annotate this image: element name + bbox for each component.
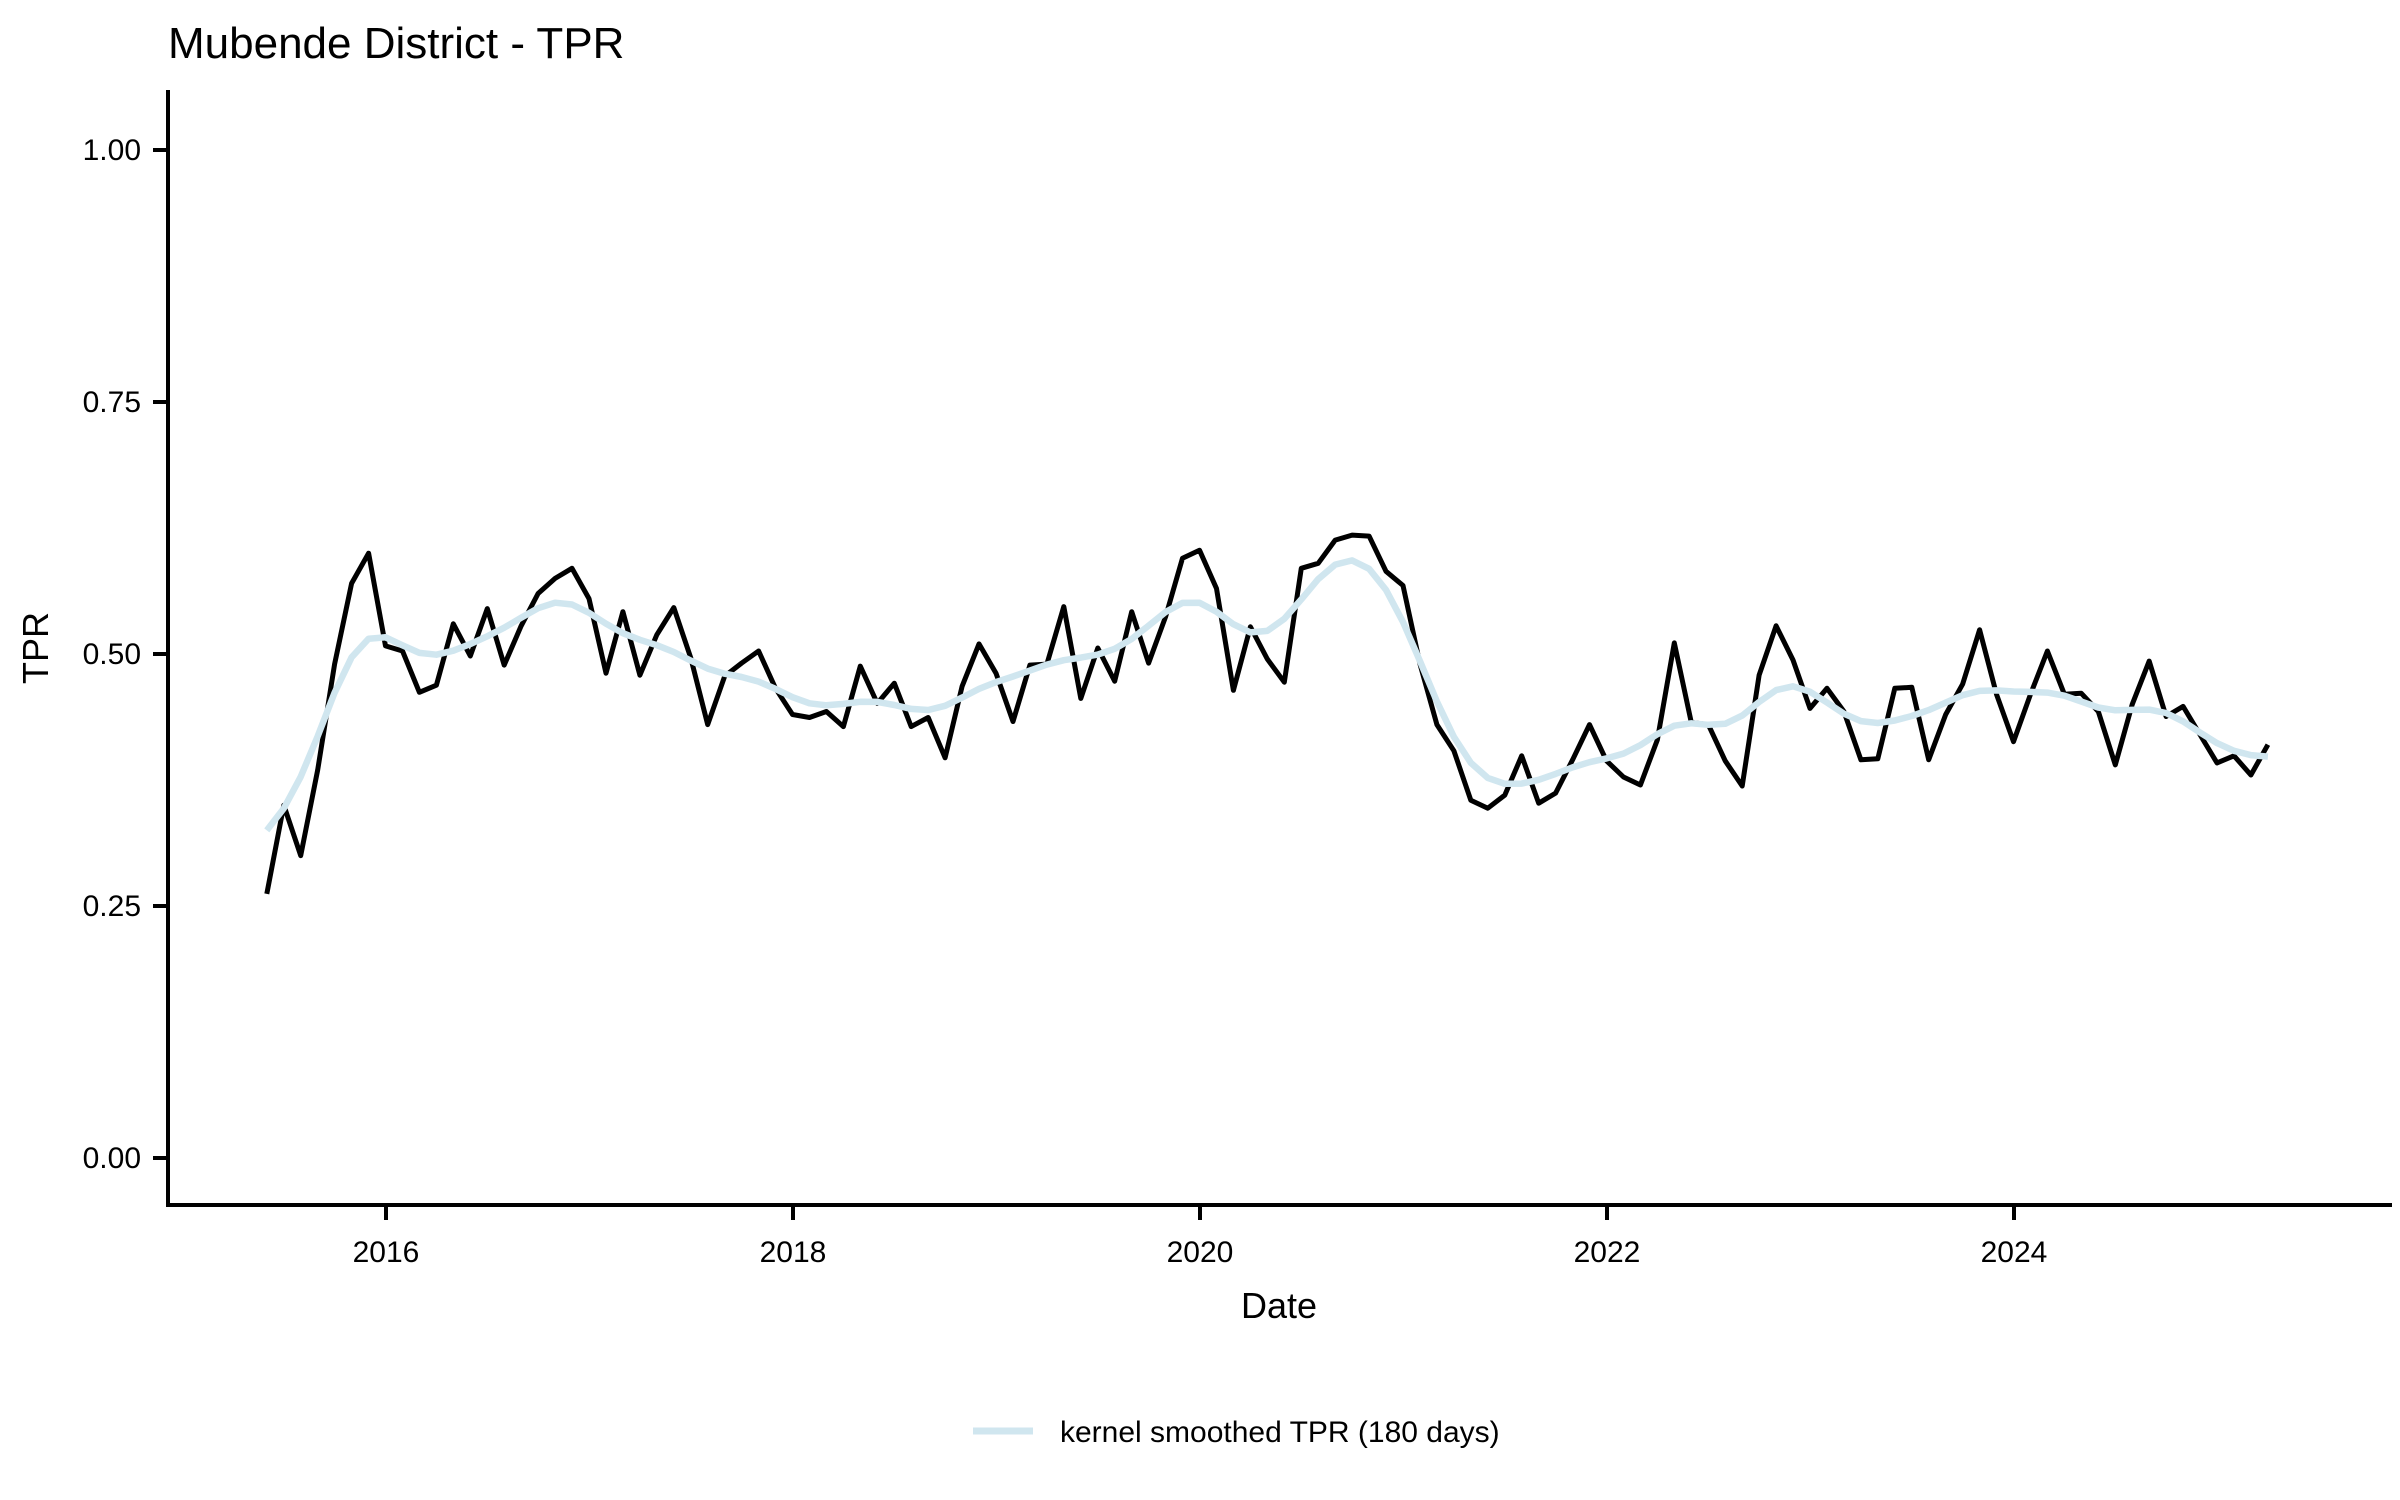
y-tick-label: 1.00 [83, 134, 141, 167]
y-axis-title: TPR [15, 612, 56, 684]
y-tick-label: 0.00 [83, 1142, 141, 1175]
x-tick-label: 2024 [1981, 1236, 2048, 1269]
legend: kernel smoothed TPR (180 days) [973, 1416, 1500, 1449]
x-tick-label: 2022 [1574, 1236, 1641, 1269]
x-axis-title: Date [1241, 1285, 1317, 1326]
y-tick-label: 0.75 [83, 386, 141, 419]
chart-title: Mubende District - TPR [168, 19, 624, 68]
y-tick-label: 0.50 [83, 638, 141, 671]
legend-label: kernel smoothed TPR (180 days) [1060, 1416, 1500, 1449]
kernel-smoothed-tpr-line [264, 557, 2269, 833]
x-axis-ticks: 2016 2018 2020 2022 2024 [353, 1205, 2048, 1269]
x-tick-label: 2018 [760, 1236, 827, 1269]
x-tick-label: 2020 [1167, 1236, 1234, 1269]
y-axis-ticks: 1.00 0.75 0.50 0.25 0.00 [83, 134, 168, 1175]
x-tick-label: 2016 [353, 1236, 420, 1269]
y-tick-label: 0.25 [83, 890, 141, 923]
tpr-line [264, 532, 2271, 895]
